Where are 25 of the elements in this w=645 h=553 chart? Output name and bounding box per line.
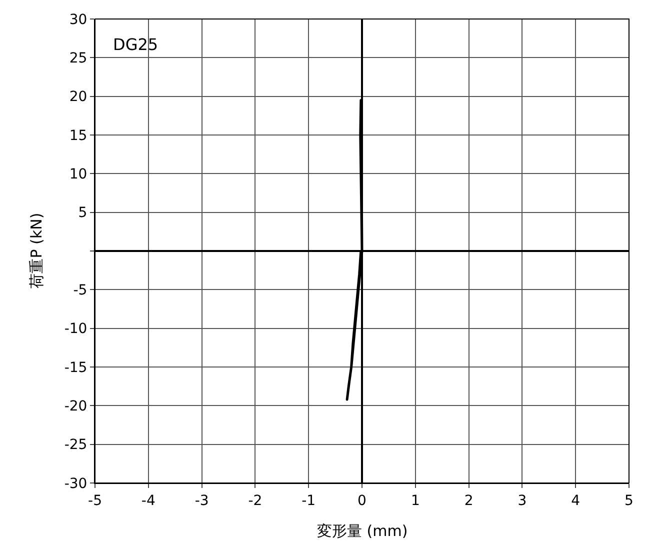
- x-tick-label: -5: [88, 492, 102, 509]
- x-tick-label: 3: [518, 492, 527, 509]
- x-tick-label: 0: [358, 492, 366, 509]
- x-tick-label: -1: [302, 492, 316, 509]
- y-tick-label: 20: [69, 89, 88, 106]
- y-tick-label: -15: [64, 360, 88, 376]
- y-tick-label: 5: [78, 205, 88, 222]
- y-tick-label: 15: [69, 128, 88, 144]
- x-axis-title: 変形量 (mm): [317, 522, 408, 540]
- y-tick-label: -20: [64, 398, 88, 415]
- y-tick-label: 10: [69, 166, 88, 183]
- y-tick-label: 25: [69, 50, 88, 67]
- y-axis-title: 荷重P (kN): [27, 212, 46, 288]
- y-tick-label: -25: [64, 437, 88, 454]
- x-tick-label: -4: [141, 492, 156, 509]
- y-tick-label: -10: [64, 321, 88, 338]
- x-tick-label: 2: [464, 492, 474, 509]
- x-tick-label: -3: [194, 492, 209, 509]
- y-tick-label: 30: [69, 12, 88, 28]
- x-tick-label: -2: [248, 492, 262, 509]
- y-tick-label: -5: [73, 282, 88, 299]
- x-tick-label: 4: [571, 492, 580, 509]
- x-tick-label: 1: [410, 492, 420, 509]
- y-tick-label: -30: [64, 476, 88, 492]
- x-tick-label: 5: [624, 492, 634, 509]
